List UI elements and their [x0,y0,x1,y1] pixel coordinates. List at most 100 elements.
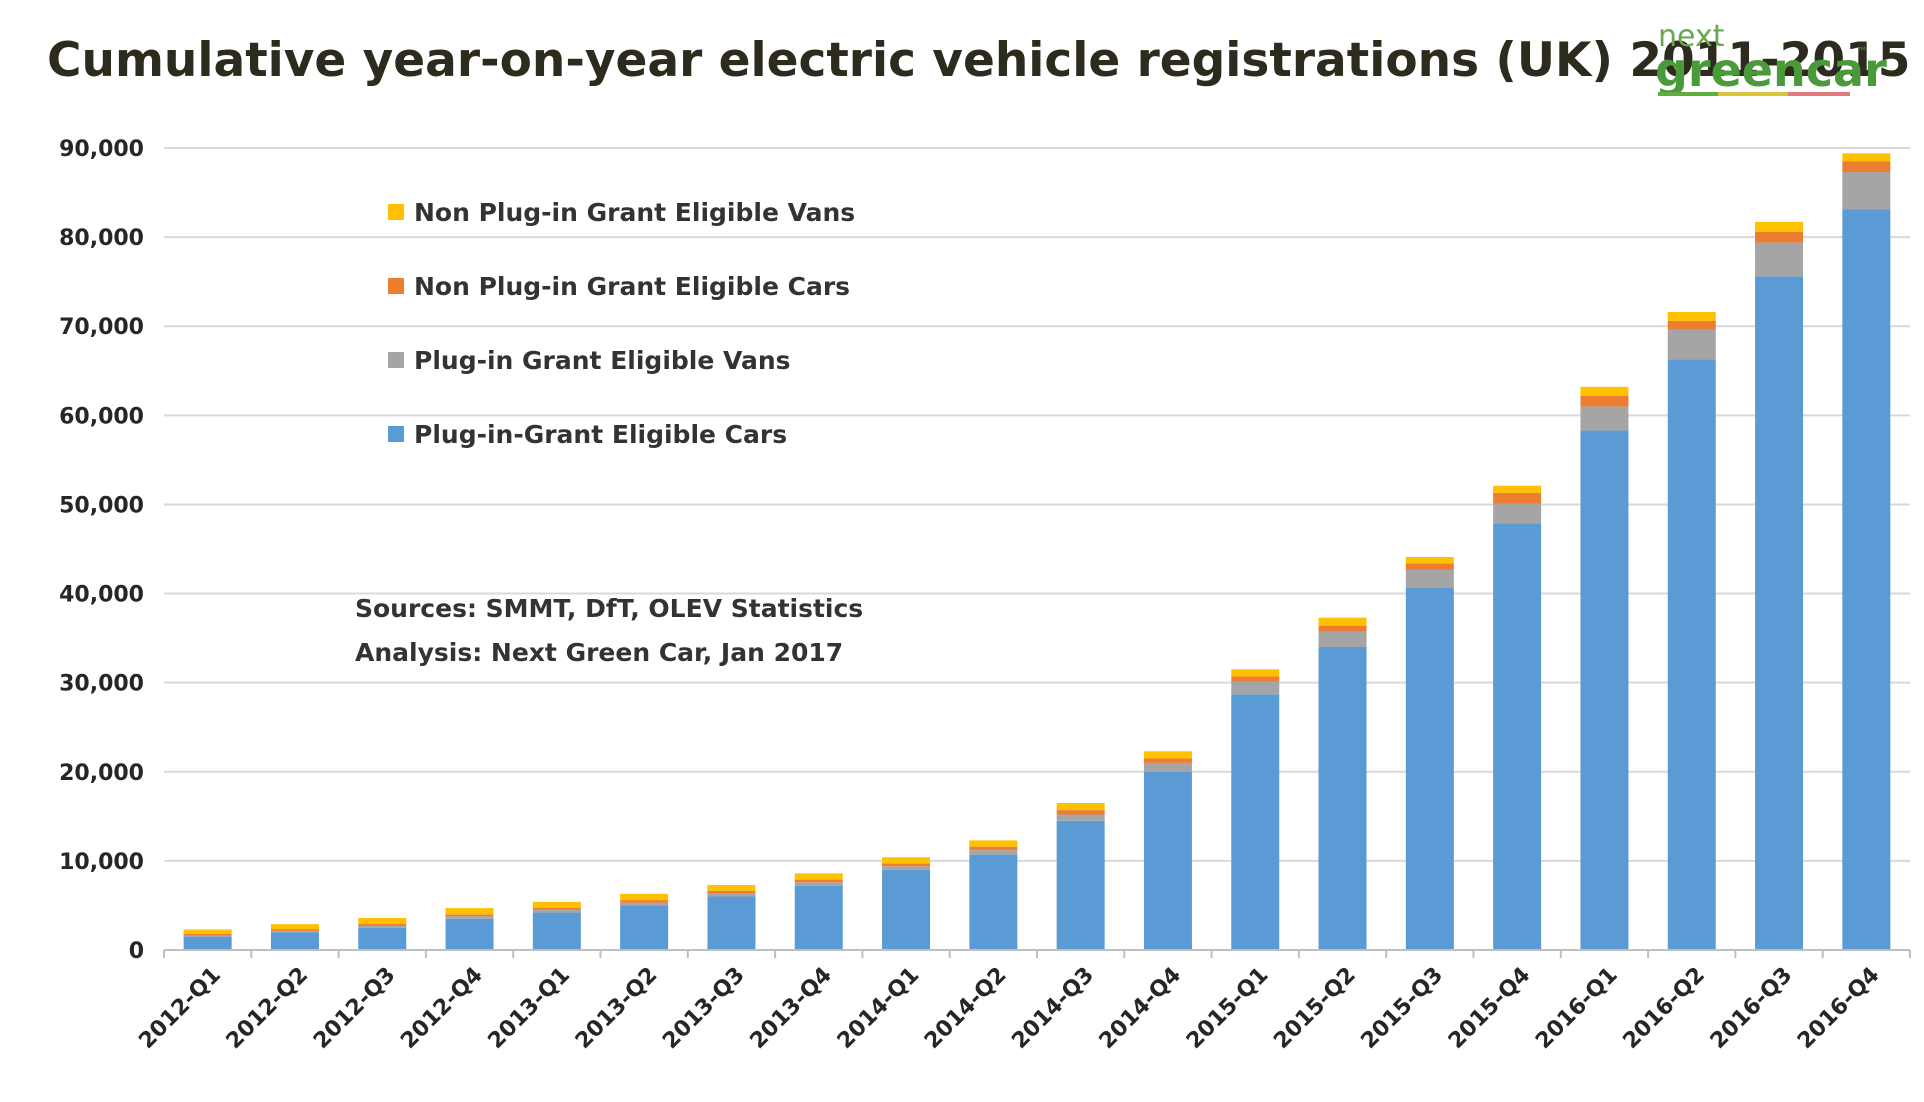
x-axis-tick-labels: 2012-Q12012-Q22012-Q32012-Q42013-Q12013-… [134,950,1911,1054]
bar-segment [1755,242,1804,277]
x-tick-label: 2012-Q2 [222,963,313,1054]
x-tick-label: 2016-Q1 [1531,963,1622,1054]
bar-segment [1493,492,1542,504]
bar-segment [1493,523,1542,950]
bar-stack [1493,485,1542,950]
bar-stack [445,908,494,950]
x-tick-label: 2014-Q3 [1007,963,1098,1054]
bar-segment [270,924,319,930]
x-tick-label: 2016-Q2 [1619,963,1710,1054]
x-tick-label: 2015-Q3 [1357,963,1448,1054]
bar-segment [183,933,232,936]
legend: Non Plug-in Grant Eligible Vans Non Plug-… [388,198,855,449]
chart-title: Cumulative year-on-year electric vehicle… [47,33,1910,88]
x-tick-label: 2013-Q3 [658,963,749,1054]
logo-underline-green [1658,92,1718,96]
bar-segment [1493,503,1542,524]
x-tick-label: 2014-Q4 [1095,963,1186,1054]
bar-segment [620,905,669,950]
bar-stack [707,884,756,950]
legend-swatch [388,278,404,294]
bar-stack [532,901,581,950]
greencar-logo: next greencar ™ [1655,19,1887,97]
bar-segment [1231,676,1280,682]
legend-swatch [388,426,404,442]
bar-segment [1405,587,1454,950]
legend-label: Plug-in-Grant Eligible Cars [414,420,787,449]
legend-item: Plug-in Grant Eligible Vans [388,346,791,375]
bar-stack [969,840,1018,950]
bar-stack [1405,557,1454,950]
y-tick-label: 30,000 [59,672,144,697]
logo-next-text: next [1658,19,1725,54]
bar-segment [1667,329,1716,360]
bar-segment [532,912,581,950]
bar-stack [794,873,843,950]
x-tick-label: 2012-Q1 [134,963,225,1054]
logo-trademark: ™ [1856,45,1868,59]
bar-segment [445,918,494,950]
x-tick-label: 2016-Q4 [1793,963,1884,1054]
bar-segment [794,885,843,950]
bar-segment [1580,386,1629,396]
bar-segment [358,917,407,924]
y-tick-label: 10,000 [59,850,144,875]
bar-stack [1842,153,1891,951]
bar-segment [969,840,1018,847]
bar-segment [620,900,669,903]
bar-segment [532,909,581,913]
bar-segment [794,873,843,880]
bar-segment [358,927,407,950]
bar-stack [882,857,931,950]
bar-segment [1842,161,1891,173]
bar-segment [1143,758,1192,763]
bar-segment [445,916,494,919]
bar-segment [1318,625,1367,632]
bar-segment [882,869,931,950]
legend-item: Non Plug-in Grant Eligible Cars [388,272,850,301]
bar-segment [1842,172,1891,210]
bar-stack [358,917,407,950]
x-tick-label: 2013-Q2 [571,963,662,1054]
bar-segment [358,925,407,928]
bar-stack [1231,669,1280,950]
bar-segment [707,884,756,891]
bar-segment [1580,395,1629,407]
bar-segment [882,866,931,870]
bar-segment [532,901,581,908]
bar-stack [270,924,319,950]
bar-segment [1405,569,1454,588]
bar-segment [183,929,232,934]
bar-segment [794,879,843,883]
x-tick-label: 2015-Q4 [1444,963,1535,1054]
bar-segment [1667,359,1716,950]
bar-segment [270,932,319,950]
bar-segment [1580,430,1629,951]
y-axis-tick-labels: 0 10,000 20,000 30,000 40,000 50,000 60,000 70,… [59,137,144,964]
y-tick-label: 50,000 [59,493,144,518]
x-tick-label: 2014-Q2 [920,963,1011,1054]
bar-segment [1667,311,1716,321]
sources-note: Sources: SMMT, DfT, OLEV Statistics [355,594,863,623]
bar-segment [794,882,843,886]
y-tick-label: 70,000 [59,315,144,340]
bar-stack [1755,221,1804,950]
x-tick-label: 2013-Q1 [484,963,575,1054]
bar-segment [1667,320,1716,330]
analysis-note: Analysis: Next Green Car, Jan 2017 [355,638,843,667]
bar-segment [270,929,319,931]
bar-segment [1405,563,1454,570]
bar-segment [1405,557,1454,564]
bar-segment [1318,631,1367,648]
legend-label: Non Plug-in Grant Eligible Cars [414,272,850,301]
bar-segment [1143,771,1192,950]
legend-label: Non Plug-in Grant Eligible Vans [414,198,855,227]
bar-segment [969,850,1018,855]
bar-segment [532,907,581,910]
bar-segment [1231,669,1280,677]
bar-stack [183,929,232,950]
bar-segment [1056,820,1105,950]
bar-segment [1143,751,1192,759]
bar-segment [707,896,756,950]
bar-segment [1755,221,1804,232]
